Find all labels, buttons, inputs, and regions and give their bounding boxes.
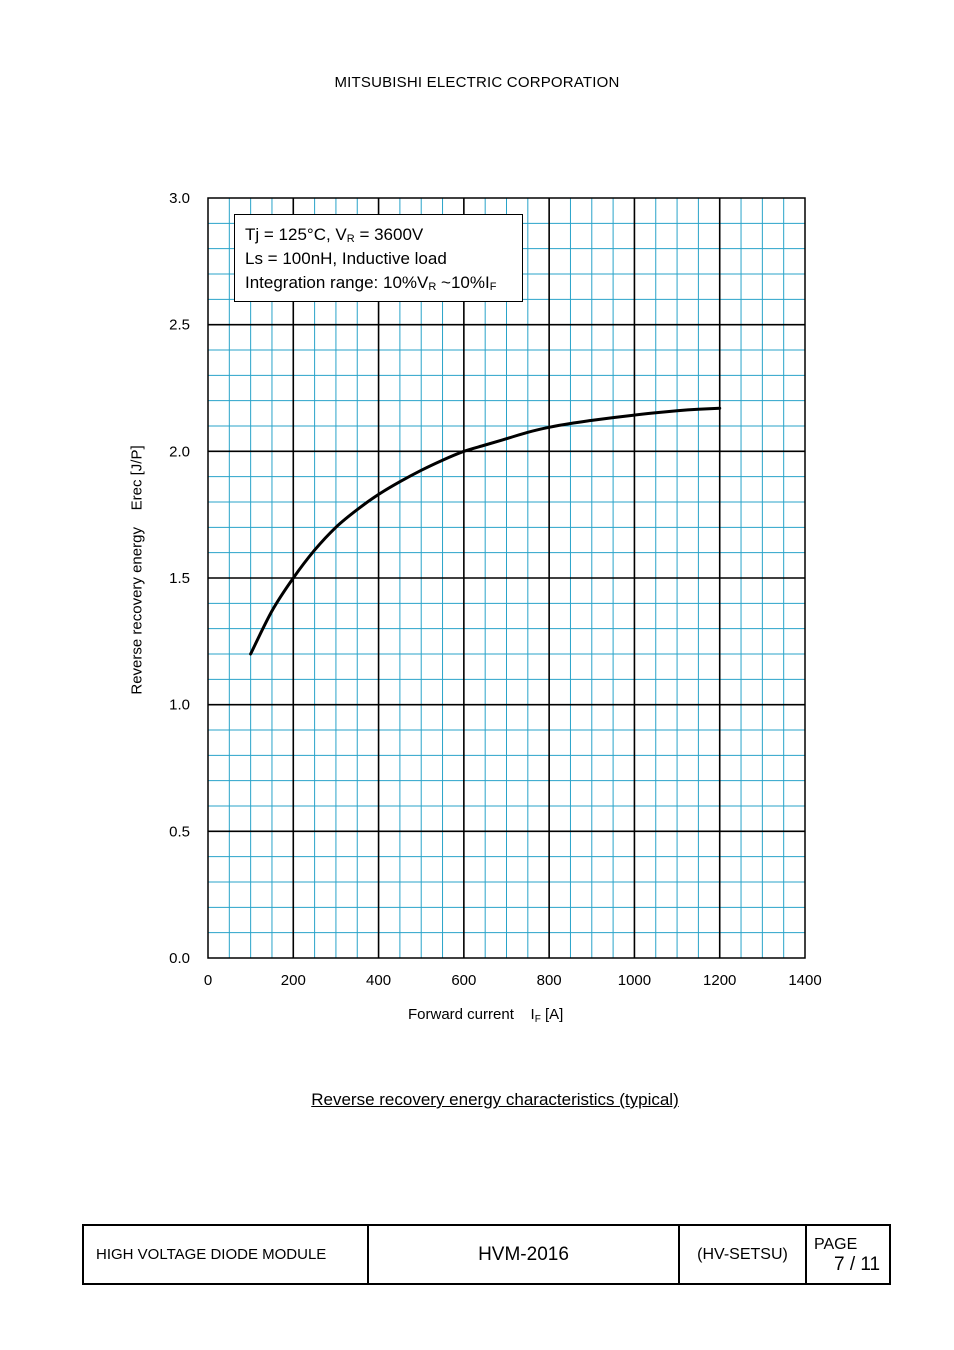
annotation-line-2: Ls = 100nH, Inductive load bbox=[245, 249, 447, 268]
series-layer bbox=[249, 406, 722, 656]
y-axis-label: Reverse recovery energy Erec [J/P] bbox=[128, 445, 146, 695]
conditions-annotation: Tj = 125°C, VR = 3600V Ls = 100nH, Induc… bbox=[234, 214, 523, 302]
footer-code: (HV-SETSU) bbox=[678, 1224, 807, 1285]
x-tick-label: 800 bbox=[537, 972, 562, 989]
y-tick-labels: 0.0 0.5 1.0 1.5 2.0 2.5 3.0 bbox=[169, 190, 190, 967]
company-header: MITSUBISHI ELECTRIC CORPORATION bbox=[334, 74, 620, 91]
y-tick-label: 0.0 bbox=[169, 950, 190, 967]
footer-page-value: 7 / 11 bbox=[834, 1253, 881, 1275]
y-tick-label: 2.0 bbox=[169, 443, 190, 460]
footer-page-label: PAGE bbox=[814, 1235, 858, 1253]
annotation-line-1: Tj = 125°C, VR = 3600V bbox=[245, 225, 424, 245]
x-tick-labels: 0 200 400 600 800 1000 1200 1400 bbox=[204, 972, 822, 989]
footer-table: HIGH VOLTAGE DIODE MODULE HVM-2016 (HV-S… bbox=[82, 1224, 891, 1285]
x-tick-label: 1000 bbox=[618, 972, 651, 989]
plot-frame bbox=[207, 197, 806, 959]
x-tick-label: 0 bbox=[204, 972, 212, 989]
major-grid bbox=[208, 198, 805, 958]
chart-caption: Reverse recovery energy characteristics … bbox=[311, 1090, 679, 1109]
x-tick-label: 200 bbox=[281, 972, 306, 989]
x-tick-label: 1200 bbox=[703, 972, 736, 989]
series-line-0 bbox=[249, 406, 722, 656]
y-tick-label: 0.5 bbox=[169, 823, 190, 840]
x-axis-label: Forward current IF [A] bbox=[408, 1006, 564, 1025]
footer-model: HVM-2016 bbox=[367, 1224, 680, 1285]
y-tick-label: 3.0 bbox=[169, 190, 190, 207]
x-tick-label: 600 bbox=[451, 972, 476, 989]
y-tick-label: 2.5 bbox=[169, 317, 190, 334]
x-tick-label: 400 bbox=[366, 972, 391, 989]
annotation-line-3: Integration range: 10%VR ~10%IF bbox=[245, 273, 497, 293]
y-tick-label: 1.0 bbox=[169, 697, 190, 714]
footer-product: HIGH VOLTAGE DIODE MODULE bbox=[82, 1224, 369, 1285]
y-tick-label: 1.5 bbox=[169, 570, 190, 587]
x-tick-label: 1400 bbox=[788, 972, 821, 989]
footer-page: PAGE 7 / 11 bbox=[805, 1224, 891, 1285]
